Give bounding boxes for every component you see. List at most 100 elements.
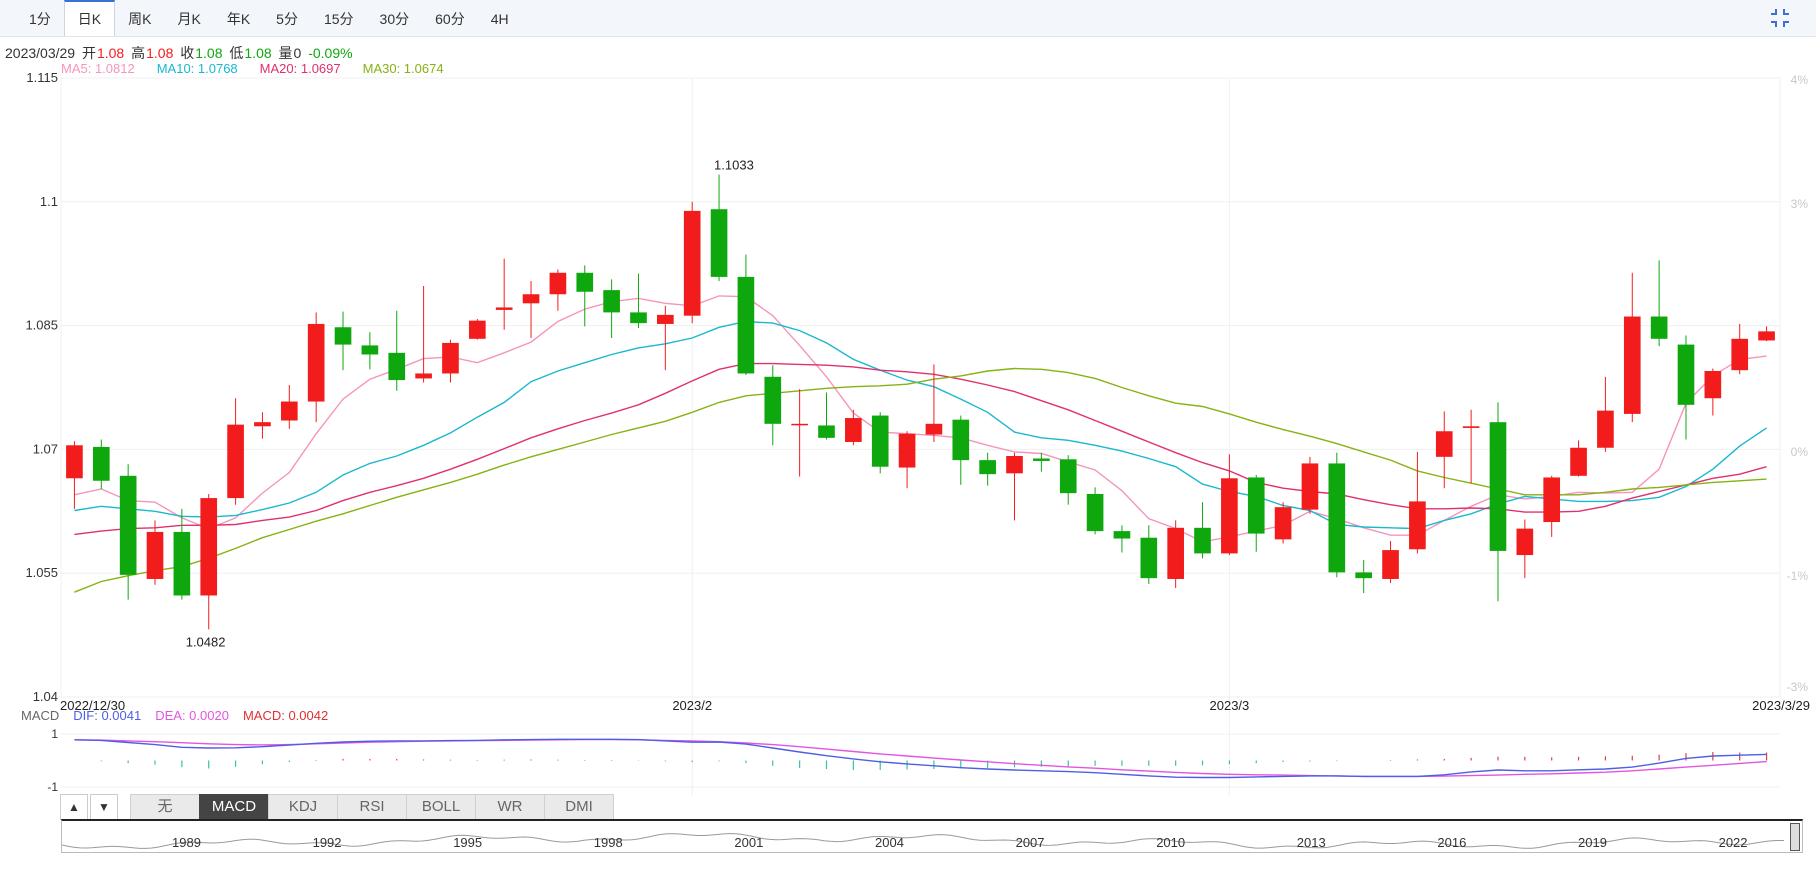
- candle-body: [1328, 463, 1346, 573]
- info-change: -0.09%: [308, 45, 353, 61]
- navigator-year-label: 2019: [1578, 835, 1607, 850]
- right-tick-label: -1%: [1787, 569, 1809, 583]
- indicator-tab[interactable]: BOLL: [406, 794, 476, 820]
- navigator-handle[interactable]: [1790, 823, 1800, 851]
- navigator-year-label: 2010: [1156, 835, 1186, 850]
- info-low-label: 低: [229, 45, 244, 61]
- navigator-year-label: 2013: [1296, 835, 1326, 850]
- min-price-label: 1.0482: [186, 634, 226, 649]
- candle-body: [576, 272, 594, 292]
- info-open: 1.08: [96, 45, 125, 61]
- candle-body: [173, 531, 191, 596]
- navigator-year-label: 2022: [1718, 835, 1748, 850]
- period-tabs: 1分 日K 周K 月K 年K 5分 15分 30分 60分 4H: [16, 0, 522, 36]
- candle-body: [1086, 493, 1104, 532]
- ma-legend: MA5: 1.0812 MA10: 1.0768 MA20: 1.0697 MA30:…: [61, 61, 466, 76]
- navigator-year-label: 1998: [593, 835, 623, 850]
- macd-legend-item: DEA: 0.0020: [155, 708, 229, 723]
- candle-body: [683, 210, 701, 316]
- candle-body: [415, 373, 432, 379]
- candle-body: [1731, 338, 1749, 371]
- period-tab[interactable]: 30分: [379, 11, 410, 27]
- info-close: 1.08: [195, 45, 223, 61]
- candle-body: [280, 401, 298, 421]
- period-tab[interactable]: 周K: [128, 11, 152, 27]
- y-tick-label: 1.1: [40, 194, 58, 209]
- candle-body: [1570, 447, 1587, 476]
- exit-fullscreen-icon[interactable]: [1768, 6, 1792, 30]
- info-open-label: 开: [81, 45, 96, 61]
- candle-body: [1140, 537, 1158, 579]
- candle-body: [495, 307, 513, 310]
- y-tick-label: 1.07: [33, 441, 58, 456]
- indicator-tabs: ▲ ▼ 无 MACD KDJ RSI BOLL WR DMI: [60, 794, 614, 820]
- info-close-label: 收: [180, 45, 195, 61]
- indicator-tab[interactable]: MACD: [199, 794, 269, 820]
- candle-body: [119, 475, 137, 575]
- range-navigator[interactable]: 1989 1992 1995 1998 2001 2004 2007 2010 2013 2016…: [61, 819, 1803, 853]
- info-volume-label: 量: [278, 45, 293, 61]
- indicator-tab[interactable]: 无: [130, 794, 200, 820]
- candle-body: [737, 276, 755, 374]
- navigator-year-label: 2001: [734, 835, 764, 850]
- candle-body: [361, 345, 379, 355]
- candle-body: [1516, 528, 1534, 556]
- period-tab[interactable]: 1分: [29, 11, 51, 27]
- candle-body: [1758, 331, 1775, 341]
- candle-body: [1167, 527, 1184, 579]
- candle-body: [1382, 550, 1399, 579]
- ma5-line: [74, 295, 1767, 543]
- period-tab[interactable]: 日K: [63, 0, 116, 36]
- candle-body: [1623, 316, 1641, 414]
- navigator-sparkline: [62, 833, 1784, 849]
- period-tab[interactable]: 月K: [177, 11, 201, 27]
- x-tick-label: 2023/3: [1210, 698, 1250, 713]
- y-tick-label: 1.04: [33, 689, 58, 704]
- candle-body: [898, 433, 916, 468]
- candle-body: [603, 290, 620, 313]
- period-tab[interactable]: 年K: [226, 11, 251, 27]
- ma-legend-item: MA5: 1.0812: [61, 61, 135, 76]
- candle-body: [549, 272, 567, 295]
- ma20-line: [74, 362, 1767, 536]
- candle-body: [845, 418, 862, 442]
- candle-body: [442, 342, 459, 374]
- candle-body: [1489, 422, 1507, 551]
- indicator-tab[interactable]: WR: [475, 794, 545, 820]
- indicator-tab[interactable]: KDJ: [268, 794, 338, 820]
- candle-body: [657, 314, 674, 324]
- period-tab[interactable]: 4H: [490, 11, 509, 27]
- arrow-down-icon[interactable]: ▼: [90, 794, 118, 820]
- candle-body: [1113, 531, 1131, 539]
- candle-body: [871, 415, 889, 467]
- candle-body: [1543, 477, 1561, 523]
- arrow-up-icon[interactable]: ▲: [60, 794, 88, 820]
- candle-body: [92, 446, 110, 481]
- macd-legend-item: MACD: [21, 708, 60, 723]
- period-tab[interactable]: 15分: [323, 11, 354, 27]
- candle-body: [979, 460, 996, 475]
- candle-body: [925, 423, 943, 435]
- info-low: 1.08: [244, 45, 272, 61]
- period-toolbar: 1分 日K 周K 月K 年K 5分 15分 30分 60分 4H: [0, 0, 1816, 37]
- candle-body: [254, 422, 271, 427]
- indicator-tab[interactable]: DMI: [544, 794, 614, 820]
- candle-body: [1355, 572, 1373, 579]
- period-tab[interactable]: 60分: [435, 11, 465, 27]
- y-tick-label: 1.085: [25, 318, 58, 333]
- navigator-year-label: 2007: [1015, 835, 1045, 850]
- candle-body: [1006, 456, 1023, 474]
- macd-tick-label: -1: [47, 780, 58, 794]
- candle-body: [1462, 426, 1480, 428]
- candle-body: [1221, 478, 1238, 554]
- navigator-line: [62, 833, 1784, 849]
- candle-body: [1597, 410, 1614, 448]
- indicator-tab[interactable]: RSI: [337, 794, 407, 820]
- candle-body: [791, 423, 808, 426]
- info-volume: 0: [293, 45, 302, 61]
- period-tab[interactable]: 5分: [276, 11, 298, 27]
- y-tick-label: 1.055: [25, 565, 58, 580]
- ma-legend-item: MA10: 1.0768: [156, 61, 238, 76]
- x-tick-label: 2022/12/30: [60, 698, 125, 713]
